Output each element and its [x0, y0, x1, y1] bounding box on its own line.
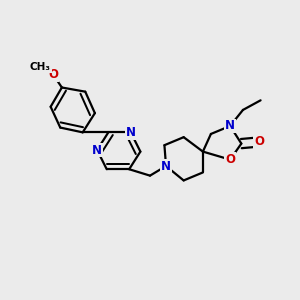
Text: O: O: [254, 136, 264, 148]
Text: N: N: [126, 126, 136, 139]
Text: N: N: [92, 143, 102, 157]
Text: N: N: [161, 160, 171, 172]
Text: O: O: [48, 68, 58, 81]
Text: O: O: [225, 153, 235, 166]
Text: N: N: [225, 119, 235, 133]
Text: CH₃: CH₃: [30, 62, 51, 72]
